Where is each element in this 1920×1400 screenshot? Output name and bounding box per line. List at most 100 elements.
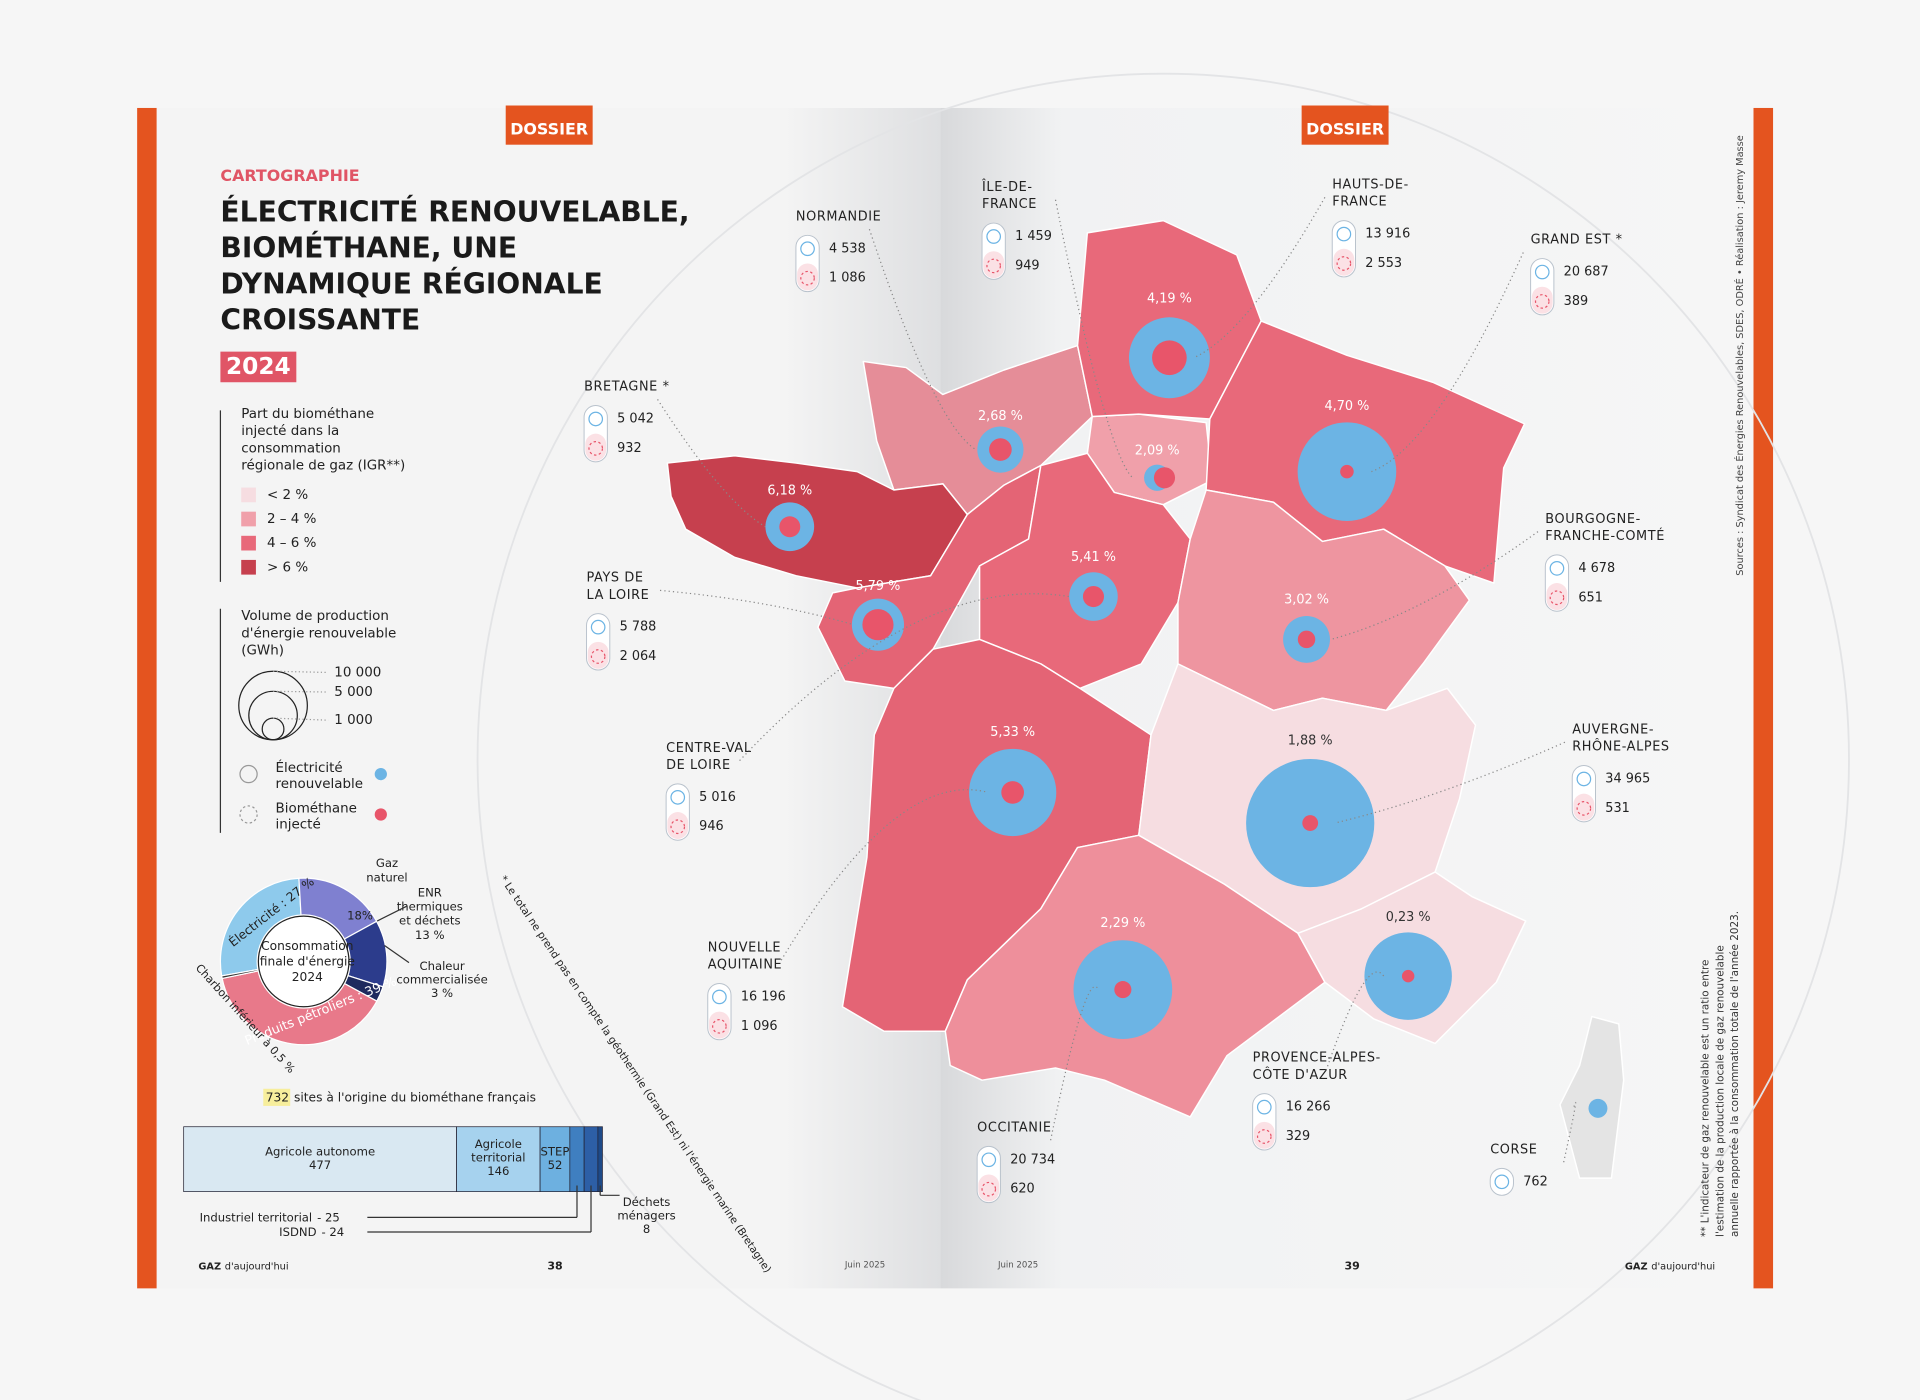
donut-segment [220,968,259,980]
igr-label: 0,23 % [1386,910,1431,925]
legend-title: (GWh) [241,643,284,658]
biomethane-circle [1401,969,1415,983]
bar-segment [456,1126,541,1192]
region-name: OCCITANIE [977,1120,1051,1135]
bio-pill [978,1174,1000,1202]
elec-value: 5 016 [699,790,736,805]
bio-value: 932 [617,441,642,456]
bio-pill [1253,1121,1275,1149]
bio-icon [981,1181,997,1197]
brand-bold: GAZ [198,1261,221,1272]
bar-segment [583,1126,599,1192]
region-name: AQUITAINE [708,958,783,973]
region-name: HAUTS-DE- [1332,178,1409,193]
region-name: FRANCE [982,197,1037,212]
bar-category: Industriel territorial [200,1210,313,1224]
legend-icon [239,764,258,784]
elec-value: 13 916 [1365,227,1410,242]
elec-icon [1549,561,1565,576]
region-name: CENTRE-VAL [666,741,752,756]
igr-label: 5,41 % [1071,550,1116,565]
legend-title: Volume de production [241,609,389,624]
bio-icon [1549,590,1565,606]
legend-swatch [241,535,256,551]
tag-box [505,105,593,145]
bio-value: 946 [699,819,724,834]
elec-icon [981,1152,997,1168]
igr-note: annuelle rapportée à la consommation tot… [1729,911,1741,1237]
donut-name: commercialisée [396,972,487,986]
year-box [220,351,297,383]
leader [659,589,854,626]
donut-label: 13 % [415,928,445,942]
donut-center: 2024 [292,970,323,984]
elec-icon [670,789,686,805]
page-number: 39 [1344,1259,1359,1272]
bar-value: 8 [643,1222,650,1236]
legend-dot [374,808,387,821]
legend-title: injecté dans la [241,423,339,439]
legend-dot [374,767,387,781]
region-name: BRETAGNE * [584,380,670,395]
bio-value: 389 [1564,294,1589,309]
tag: DOSSIER [510,119,588,138]
bar-segment [539,1126,571,1192]
region-name: CORSE [1490,1143,1537,1158]
bar-outside-label: ISDND - 24 [279,1225,344,1239]
bio-icon [986,258,1002,274]
bio-value: 1 096 [741,1019,778,1034]
region-name: GRAND EST * [1531,233,1623,248]
bar-category: Agricole autonome [265,1144,375,1158]
page-number: 38 [547,1259,562,1272]
legend-size-label: 1 000 [334,713,373,728]
igr-label: 5,33 % [990,725,1035,740]
bio-pill [708,1011,730,1039]
title-line: BIOMÉTHANE, UNE [220,230,517,264]
region-name: AUVERGNE- [1572,723,1654,738]
bar-category: territorial [471,1150,525,1164]
brand: d'aujourd'hui [1651,1261,1715,1272]
region-name: RHÔNE-ALPES [1572,739,1669,755]
donut-leader [376,905,407,922]
leader [739,593,1070,762]
biomethane-circle [1297,630,1316,649]
biomethane-circle [862,609,894,641]
donut-name: thermiques [397,899,463,913]
bar-value: 477 [309,1158,331,1172]
legend-label: 2 – 4 % [267,512,317,527]
bar-category: STEP [541,1144,570,1158]
region-name: PAYS DE [587,571,644,586]
biomethane-circle [1114,981,1132,999]
legend-swatch [241,487,256,503]
elec-icon [1576,771,1592,787]
footer-date: Juin 2025 [844,1261,885,1271]
bio-pill [587,641,609,669]
region-name: LA LOIRE [587,588,650,603]
donut-hole [257,915,350,1008]
legend-icon [239,805,258,824]
region-name: PROVENCE-ALPES- [1253,1051,1381,1066]
title-line: ÉLECTRICITÉ RENOUVELABLE, [220,194,689,228]
legend-label: 4 – 6 % [267,536,317,551]
legend-label: > 6 % [267,560,308,575]
region-name: FRANCHE-COMTÉ [1545,528,1665,544]
region-name: FRANCE [1332,195,1387,210]
igr-note: l'estimation de la production locale de … [1714,945,1726,1237]
bio-value: 2 553 [1365,256,1402,271]
bio-icon [1256,1129,1272,1144]
igr-label: 2,29 % [1100,916,1145,931]
donut-label: 18% [347,909,373,923]
elec-value: 4 538 [829,241,866,256]
bio-value: 949 [1015,258,1040,273]
bio-icon [590,649,606,664]
igr-label: 4,70 % [1324,399,1369,414]
footer-date: Juin 2025 [997,1261,1038,1271]
leader [657,399,766,528]
bar-category: ménagers [617,1209,675,1223]
bio-value: 651 [1578,590,1603,605]
legend-label: Biométhane [276,800,357,816]
region-name: NOUVELLE [708,940,781,955]
highlight [263,1088,291,1106]
